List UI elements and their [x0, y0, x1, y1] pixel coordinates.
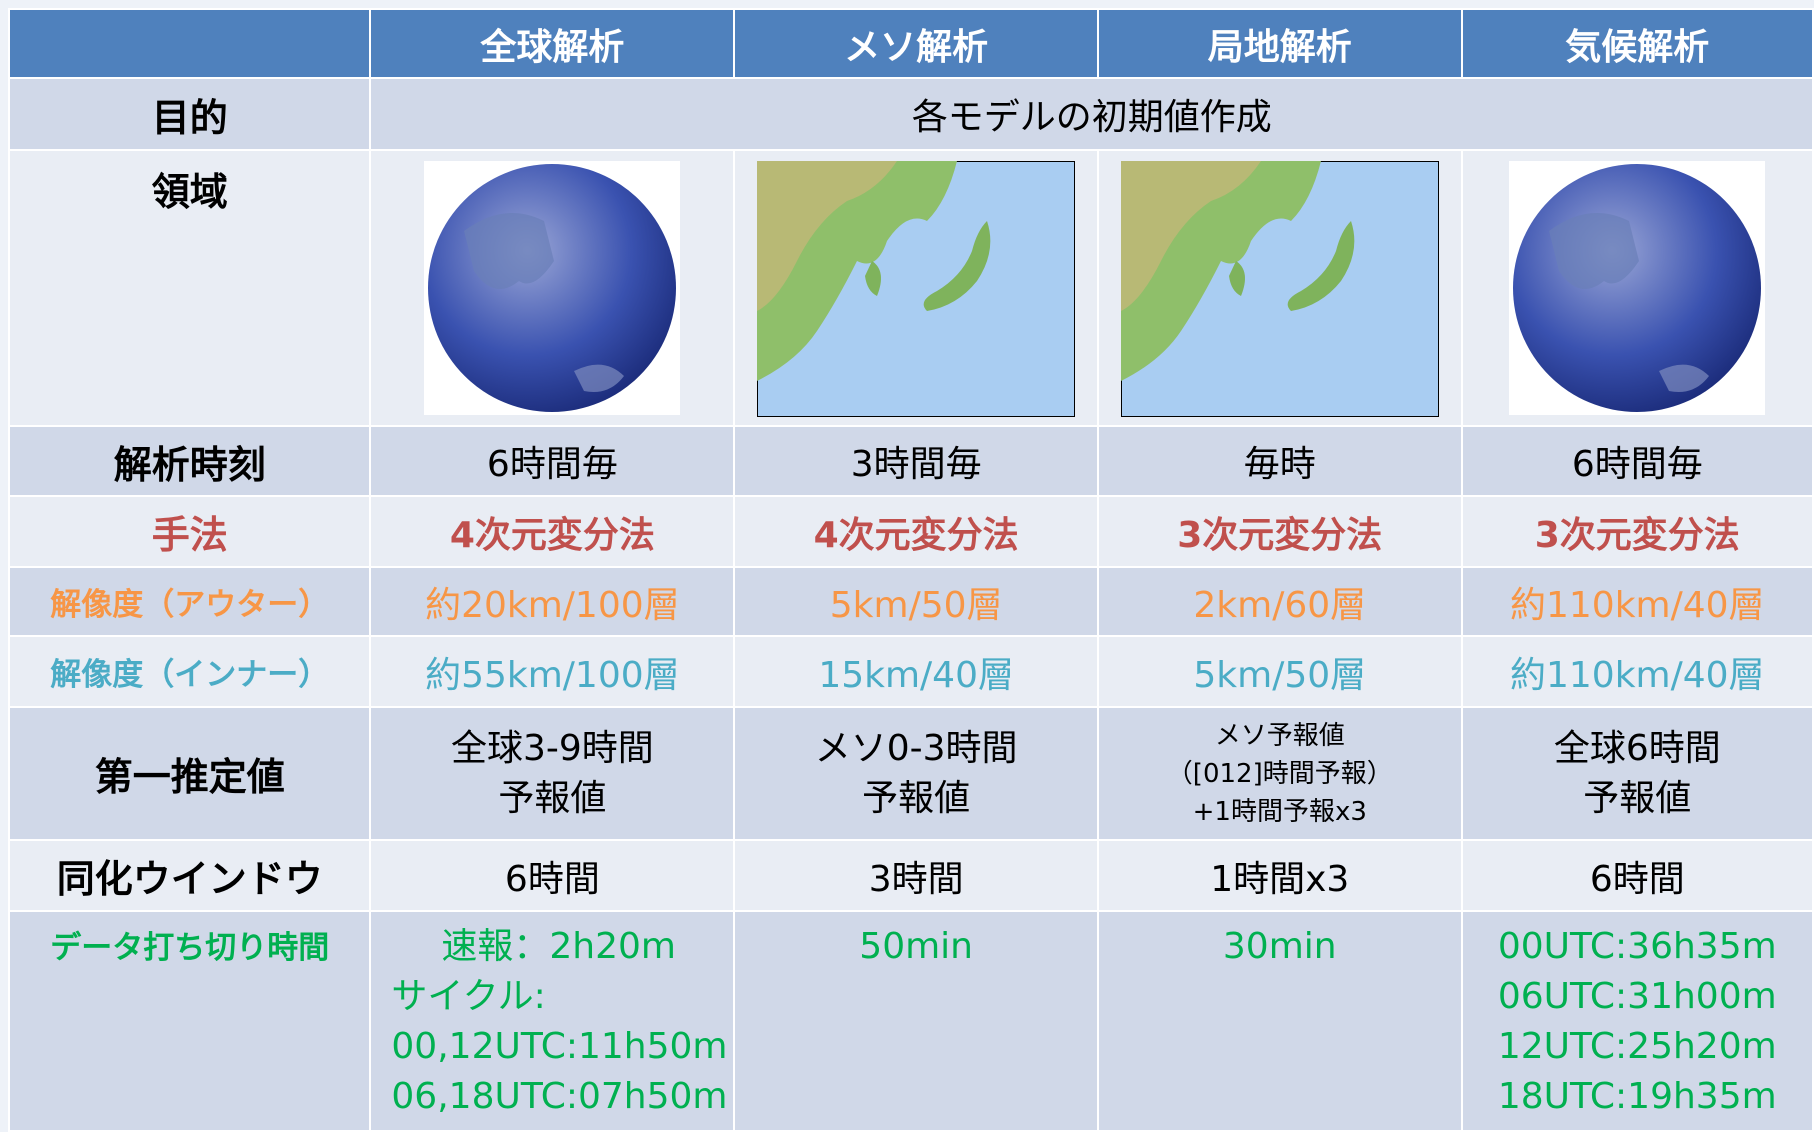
- table-row: 解像度（インナー） 約55km/100層 15km/40層 5km/50層 約110km…: [10, 637, 1812, 706]
- header-row: 全球解析 メソ解析 局地解析 気候解析: [10, 10, 1812, 77]
- table-cell: 約110km/40層: [1462, 568, 1812, 635]
- row-label: 解像度（アウター）: [10, 568, 370, 635]
- row-label: データ打ち切り時間: [10, 912, 370, 1130]
- cell-line: 00,12UTC:11h50m: [391, 1026, 728, 1067]
- header-corner: [10, 10, 370, 77]
- table-cell: 各モデルの初期値作成: [371, 79, 1812, 149]
- cell-line: 18UTC:19h35m: [1497, 1076, 1777, 1117]
- cell-line: 予報値: [1583, 777, 1692, 819]
- globe-image: [424, 161, 681, 415]
- column-header: 気候解析: [1462, 10, 1812, 77]
- table-cell: メソ予報値 （[012]時間予報） +1時間予報x3: [1098, 708, 1461, 839]
- table-row: 目的 各モデルの初期値作成: [10, 79, 1812, 149]
- table-row: 第一推定値 全球3-9時間 予報値 メソ0-3時間 予報値 メソ予報値 （[012]時間予報…: [10, 708, 1812, 839]
- table-cell: 約20km/100層: [371, 568, 734, 635]
- image-cell: [371, 151, 734, 425]
- cell-line: 全球3-9時間: [450, 727, 654, 769]
- cell-line: 予報値: [498, 777, 607, 819]
- table-cell: 50min: [735, 912, 1097, 1130]
- table-cell: 3次元変分法: [1098, 497, 1461, 566]
- cell-line: 00UTC:36h35m: [1497, 926, 1777, 967]
- table-cell: 6時間: [371, 841, 734, 910]
- table-cell: 3次元変分法: [1462, 497, 1812, 566]
- table-cell: 00UTC:36h35m 06UTC:31h00m 12UTC:25h20m 18UT…: [1462, 912, 1812, 1130]
- cell-line: （[012]時間予報）: [1166, 758, 1393, 789]
- table-cell: 約110km/40層: [1462, 637, 1812, 706]
- cell-line: 速報：2h20m: [441, 926, 677, 967]
- table-cell: 4次元変分法: [371, 497, 734, 566]
- row-label: 目的: [10, 79, 370, 149]
- cell-line: 30min: [1222, 926, 1337, 967]
- table-row: 手法 4次元変分法 4次元変分法 3次元変分法 3次元変分法: [10, 497, 1812, 566]
- cell-line: 予報値: [862, 777, 971, 819]
- table-cell: 30min: [1098, 912, 1461, 1130]
- map-image: [1120, 161, 1439, 417]
- table-row: 同化ウインドウ 6時間 3時間 1時間x3 6時間: [10, 841, 1812, 910]
- row-label: 同化ウインドウ: [10, 841, 370, 910]
- table: 全球解析 メソ解析 局地解析 気候解析 目的 各モデルの初期値作成 領域 解析時刻 6時間毎 3…: [8, 8, 1814, 1132]
- table-cell: 1時間x3: [1098, 841, 1461, 910]
- row-label: 解像度（インナー）: [10, 637, 370, 706]
- cell-line: 12UTC:25h20m: [1497, 1026, 1777, 1067]
- image-cell: [1462, 151, 1812, 425]
- column-header: 局地解析: [1098, 10, 1461, 77]
- table-cell: 4次元変分法: [735, 497, 1097, 566]
- table-cell: 約55km/100層: [371, 637, 734, 706]
- cell-line: 50min: [859, 926, 973, 967]
- table-cell: 3時間毎: [735, 427, 1097, 495]
- table-cell: 全球3-9時間 予報値: [371, 708, 734, 839]
- table-cell: 15km/40層: [735, 637, 1097, 706]
- cell-line: 全球6時間: [1553, 727, 1721, 769]
- row-label: 第一推定値: [10, 708, 370, 839]
- table-cell: 速報：2h20m サイクル: 00,12UTC:11h50m 06,18UTC:07h…: [371, 912, 734, 1130]
- table-cell: メソ0-3時間 予報値: [735, 708, 1097, 839]
- cell-line: メソ0-3時間: [814, 727, 1018, 769]
- row-label: 領域: [10, 151, 370, 425]
- table-row: 解像度（アウター） 約20km/100層 5km/50層 2km/60層 約110km/…: [10, 568, 1812, 635]
- cell-line: 06UTC:31h00m: [1497, 976, 1777, 1017]
- table-cell: 6時間: [1462, 841, 1812, 910]
- table-cell: 5km/50層: [1098, 637, 1461, 706]
- cell-line: 06,18UTC:07h50m: [391, 1076, 728, 1117]
- table-cell: 毎時: [1098, 427, 1461, 495]
- table-cell: 全球6時間予報値: [1462, 708, 1812, 839]
- row-label: 解析時刻: [10, 427, 370, 495]
- image-cell: [735, 151, 1097, 425]
- globe-image: [1509, 161, 1766, 415]
- cell-line: メソ予報値: [1214, 720, 1345, 751]
- map-image: [757, 161, 1076, 417]
- row-label: 手法: [10, 497, 370, 566]
- column-header: メソ解析: [735, 10, 1097, 77]
- table-row: データ打ち切り時間 速報：2h20m サイクル: 00,12UTC:11h50m 06,…: [10, 912, 1812, 1130]
- table-cell: 5km/50層: [735, 568, 1097, 635]
- cell-line: サイクル:: [391, 976, 546, 1017]
- table-cell: 6時間毎: [371, 427, 734, 495]
- column-header: 全球解析: [371, 10, 734, 77]
- table-row: 領域: [10, 151, 1812, 425]
- table-row: 解析時刻 6時間毎 3時間毎 毎時 6時間毎: [10, 427, 1812, 495]
- table-cell: 2km/60層: [1098, 568, 1461, 635]
- table-cell: 3時間: [735, 841, 1097, 910]
- table-cell: 6時間毎: [1462, 427, 1812, 495]
- image-cell: [1098, 151, 1461, 425]
- cell-line: +1時間予報x3: [1192, 796, 1367, 827]
